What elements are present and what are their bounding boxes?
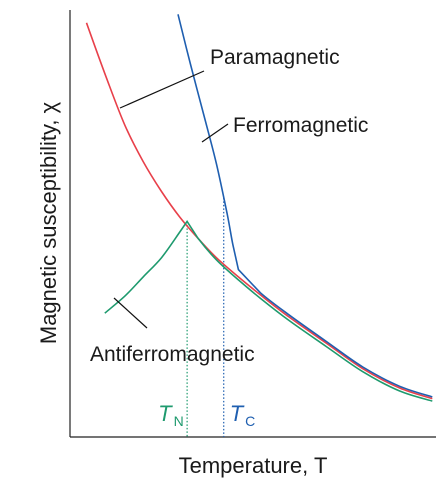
series-line-ferromagnetic [177, 14, 433, 398]
leader-line-ferromagnetic [201, 123, 229, 143]
series-line-paramagnetic [85, 22, 433, 400]
chart-axes [69, 10, 436, 438]
y-axis-label: Magnetic susceptibility, χ [36, 101, 61, 344]
leader-line-antiferromagnetic [113, 297, 148, 329]
x-axis-label: Temperature, T [179, 453, 328, 478]
series-curves [85, 14, 433, 402]
annotation-ferromagnetic: Ferromagnetic [233, 114, 368, 137]
leader-line-paramagnetic [119, 70, 205, 109]
annotation-antiferromagnetic: Antiferromagnetic [90, 343, 255, 366]
series-line-antiferromagnetic [104, 219, 433, 402]
annotation-paramagnetic: Paramagnetic [210, 46, 340, 69]
transition-marker-lines [186, 197, 225, 437]
annotation-leaders [113, 70, 229, 329]
annotation-labels: Paramagnetic Ferromagnetic Antiferromagn… [36, 46, 368, 478]
